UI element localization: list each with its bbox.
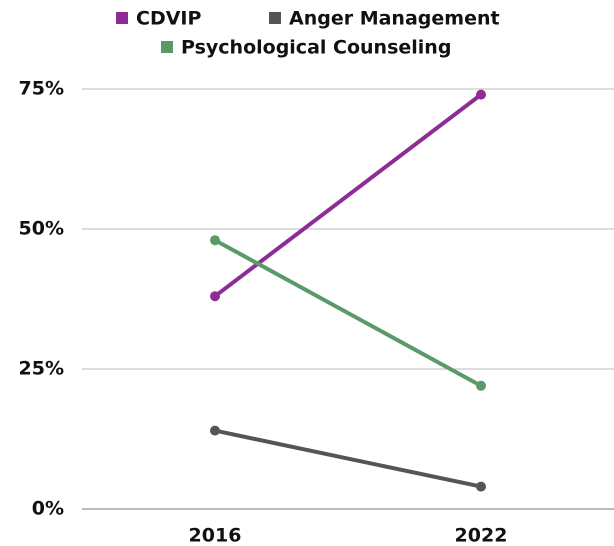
point [210,425,220,436]
series-line [213,93,483,298]
point [210,291,220,302]
y-tick-label: 25% [19,358,64,380]
legend-label: CDVIP [136,8,201,30]
legend-swatch [116,12,128,24]
legend-label: Psychological Counseling [181,37,451,59]
series-line [214,428,482,489]
x-tick-label: 2016 [189,525,242,546]
y-tick-label: 50% [19,218,64,240]
legend-swatch [269,12,281,24]
y-tick-label: 0% [32,498,64,520]
point [210,235,220,246]
legend-label: Anger Management [289,8,500,30]
x-tick-label: 2022 [455,525,508,546]
y-tick-label: 75% [19,78,64,100]
point [476,380,486,391]
series-line [214,238,482,388]
legend-swatch [161,41,173,53]
point [476,481,486,492]
point [476,89,486,100]
